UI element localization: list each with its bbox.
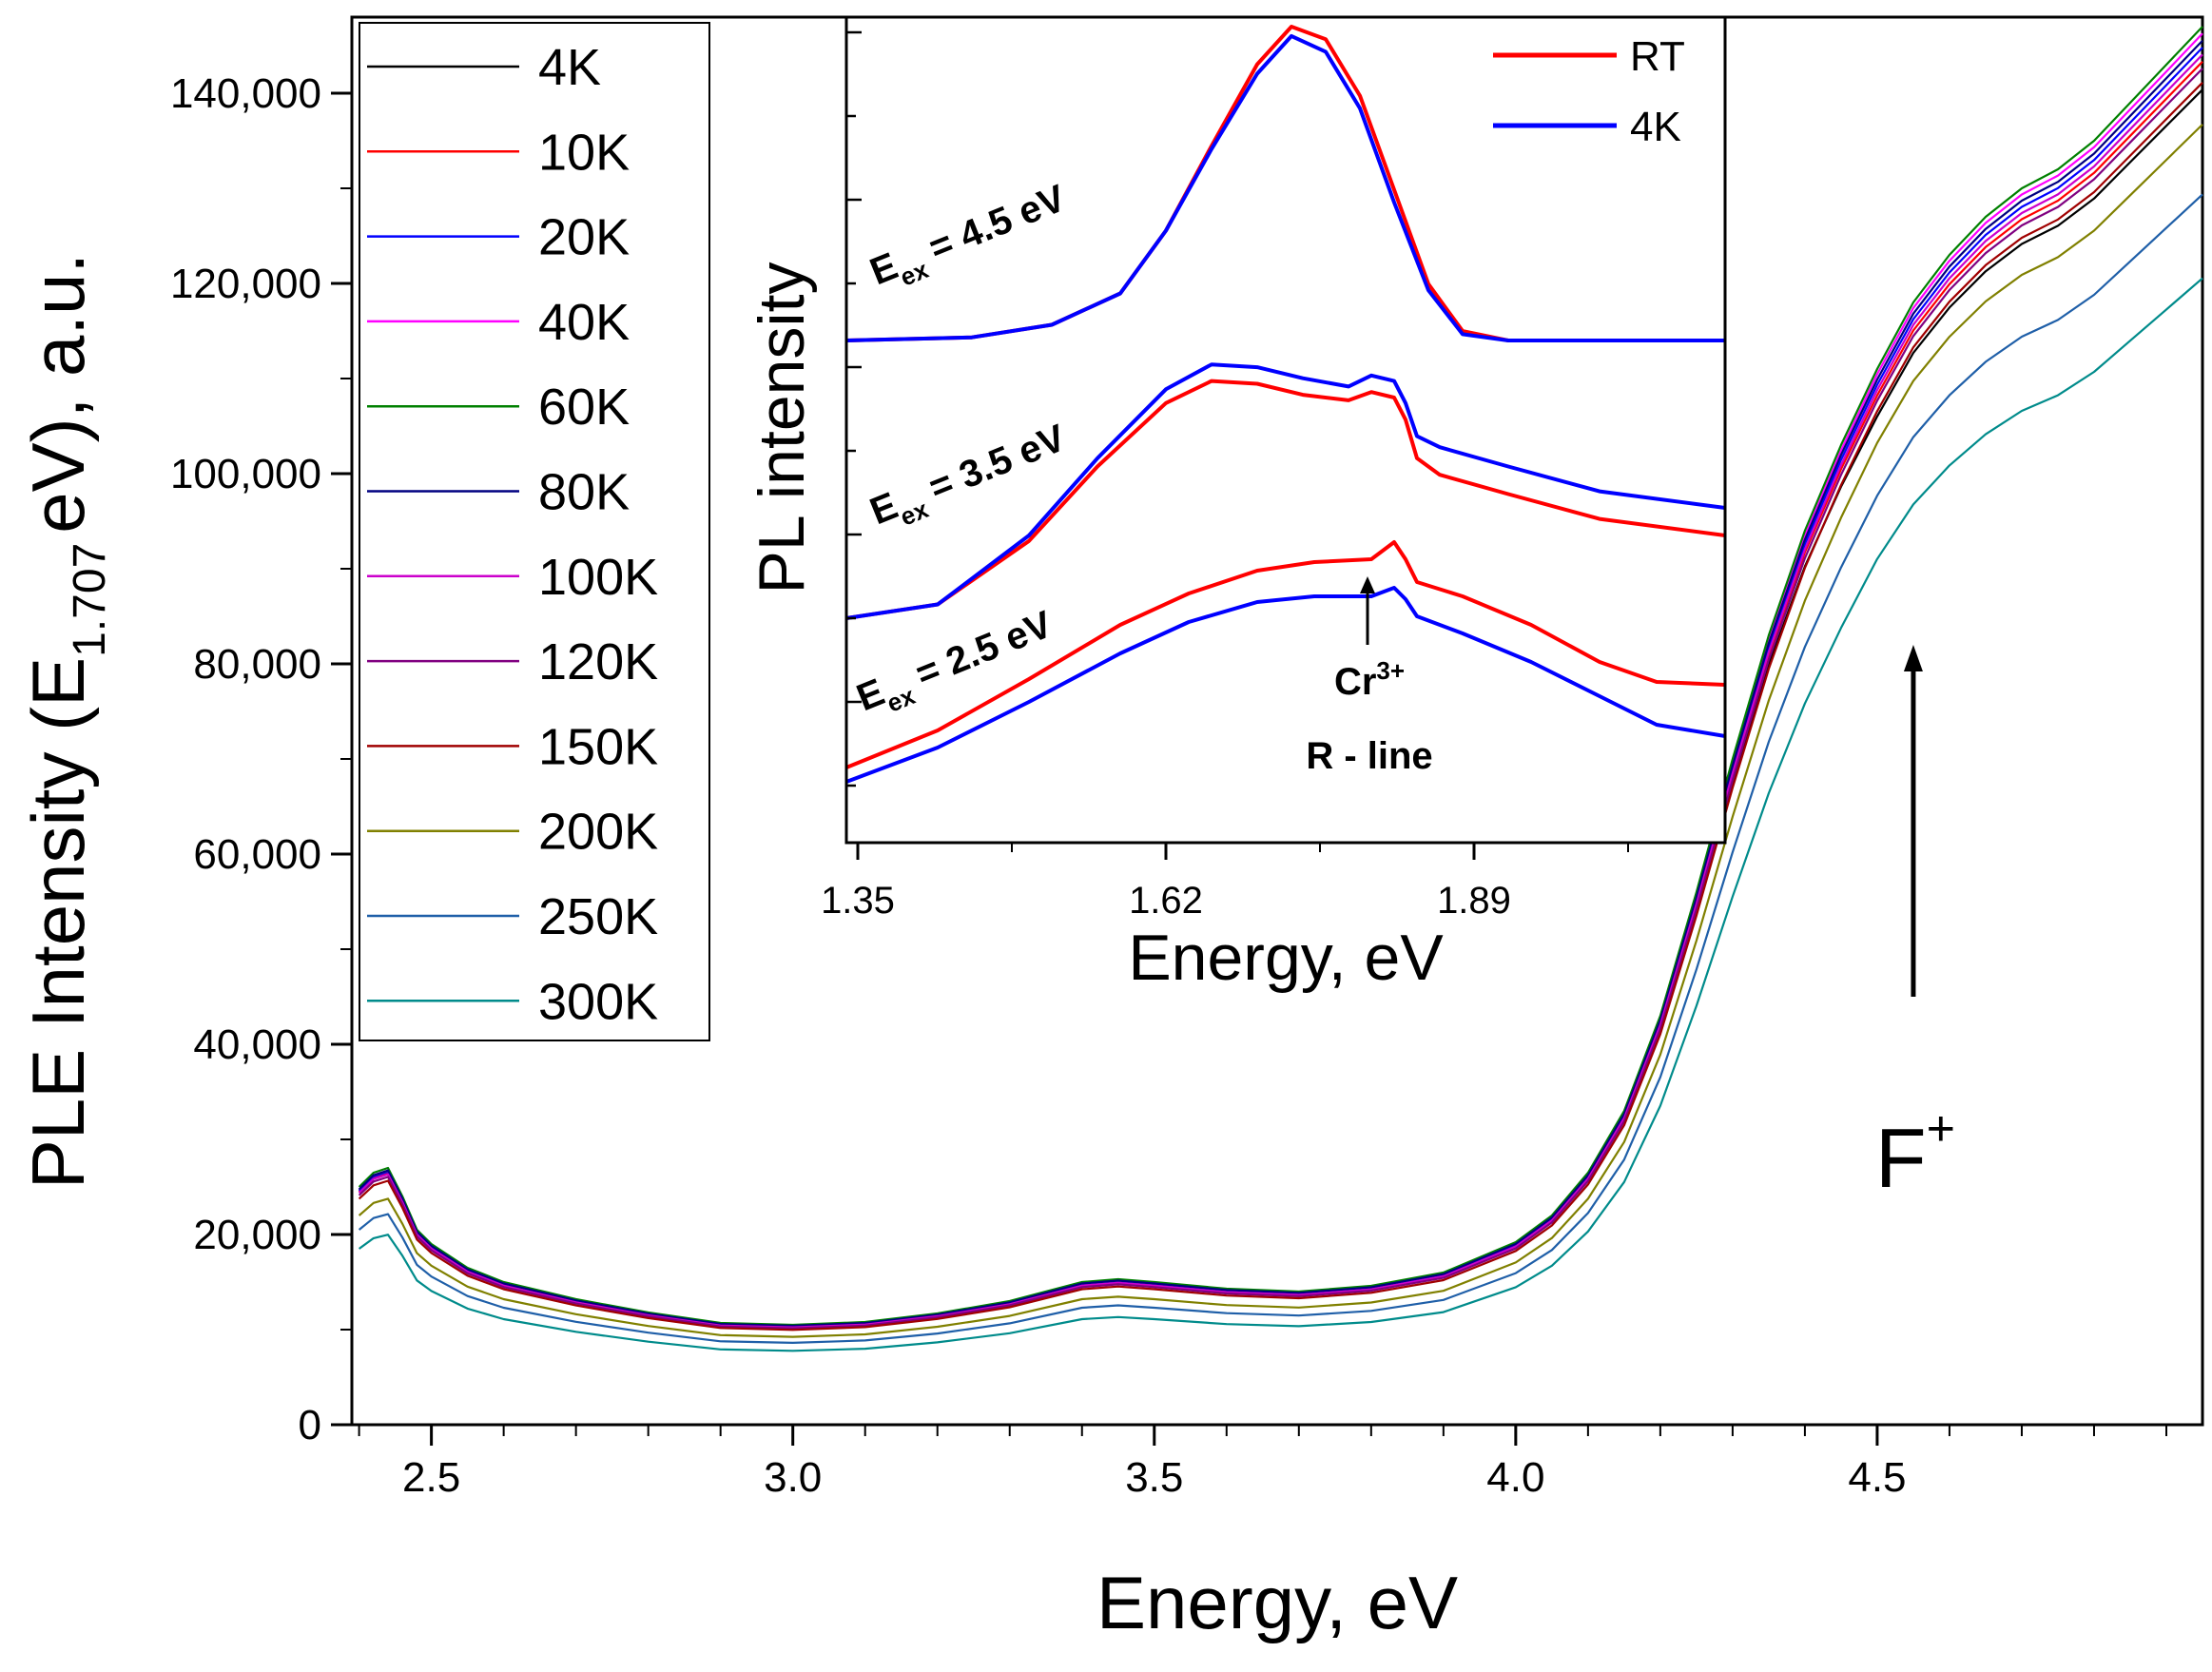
main-x-tick-label: 4.5 <box>1848 1454 1906 1501</box>
series-line-120k <box>358 68 2203 1330</box>
main-series-group <box>358 26 2203 1352</box>
inset-curve-rt-3 <box>845 540 1726 769</box>
cr-annotation-sup: 3+ <box>1376 656 1405 685</box>
legend-label-120k: 120K <box>538 633 658 690</box>
main-y-tick-label: 100,000 <box>170 451 321 497</box>
inset-x-tick-label: 1.35 <box>821 880 895 922</box>
series-line-300k <box>358 277 2203 1352</box>
legend-label-10k: 10K <box>538 124 630 181</box>
inset-x-tick-label: 1.89 <box>1437 880 1511 922</box>
main-y-tick-label: 80,000 <box>193 641 321 688</box>
series-line-60k <box>358 26 2203 1327</box>
series-line-80k <box>358 39 2203 1328</box>
legend-label-100k: 100K <box>538 549 658 606</box>
inset-x-tick-label: 1.62 <box>1129 880 1203 922</box>
main-y-tick-label: 140,000 <box>170 70 321 117</box>
main-x-tick-label: 3.0 <box>764 1454 822 1501</box>
cr-annotation-text: Cr <box>1334 661 1376 703</box>
legend-label-200k: 200K <box>538 804 658 861</box>
main-y-axis-title-sub: 1.707 <box>65 543 115 657</box>
legend-label-80k: 80K <box>538 464 630 521</box>
fplus-label-text: F <box>1875 1111 1927 1205</box>
inset-curve-4k-3 <box>845 586 1726 784</box>
inset-legend-label-4k: 4K <box>1630 104 1681 150</box>
inset-legend: RT 4K <box>1493 33 1685 150</box>
series-line-250k <box>358 193 2203 1344</box>
fplus-label-sup: + <box>1927 1101 1955 1157</box>
series-line-200k <box>358 124 2203 1338</box>
main-legend-box <box>359 22 710 1041</box>
fplus-arrow-head <box>1903 645 1923 671</box>
main-y-axis-title: PLE Intensity (E1.707 eV), a.u. <box>16 253 115 1189</box>
main-x-tick-label: 4.0 <box>1486 1454 1544 1501</box>
r-line-annotation: R - line <box>1306 735 1432 777</box>
inset-y-axis <box>846 30 862 787</box>
main-x-tick-label: 2.5 <box>402 1454 460 1501</box>
legend-label-60k: 60K <box>538 379 630 436</box>
main-y-tick-label: 20,000 <box>193 1212 321 1258</box>
main-x-axis-title: Energy, eV <box>1096 1561 1458 1644</box>
legend-label-4k: 4K <box>538 39 601 96</box>
legend-label-150k: 150K <box>538 718 658 775</box>
inset-curve-4k-1 <box>845 33 1725 342</box>
series-line-100k <box>358 53 2203 1329</box>
main-y-axis-title-main: PLE Intensity (E <box>16 657 100 1189</box>
main-y-axis-title-tail: eV), a.u. <box>16 253 100 534</box>
inset-x-axis: 1.35 1.62 1.89 <box>821 843 1629 922</box>
legend-label-40k: 40K <box>538 294 630 351</box>
main-x-axis: 2.5 3.0 3.5 4.0 4.5 <box>358 1425 2167 1501</box>
inset-series-group <box>845 25 1726 784</box>
main-y-tick-label: 60,000 <box>193 831 321 878</box>
legend-label-250k: 250K <box>538 888 658 945</box>
inset-x-axis-title: Energy, eV <box>1128 922 1444 994</box>
inset-curve-4k-2 <box>845 362 1726 620</box>
inset-legend-label-rt: RT <box>1630 33 1685 80</box>
series-line-150k <box>358 82 2203 1332</box>
main-y-tick-label: 120,000 <box>170 261 321 307</box>
fplus-label: F+ <box>1875 1101 1955 1205</box>
inset-curve-rt-2 <box>845 379 1726 620</box>
cr-arrow-head <box>1360 576 1375 593</box>
inset-background <box>846 17 1725 843</box>
main-y-tick-label: 40,000 <box>193 1021 321 1068</box>
inset-y-axis-title: PL intensity <box>746 262 818 594</box>
legend-label-300k: 300K <box>538 973 658 1030</box>
main-legend: 4K 10K 20K 40K 60K 80K 100K 120K 150K 200K 250K 300… <box>367 39 658 1030</box>
main-x-tick-label: 3.5 <box>1125 1454 1183 1501</box>
inset-plot-frame <box>844 15 1727 845</box>
legend-label-20k: 20K <box>538 209 630 266</box>
cr-annotation: Cr3+ <box>1334 656 1405 703</box>
main-y-axis: 0 20,000 40,000 60,000 80,000 100,000 120,000 1… <box>170 70 352 1448</box>
main-y-tick-label: 0 <box>299 1402 321 1448</box>
